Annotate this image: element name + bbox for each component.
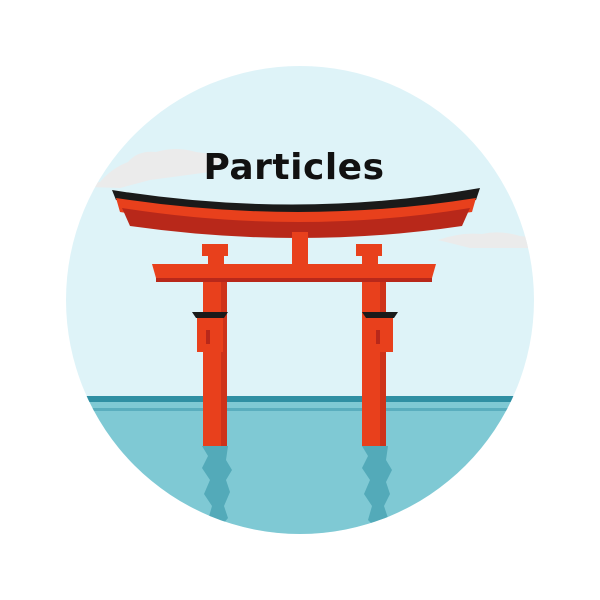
pillar-reflection-left — [202, 446, 232, 530]
aux-post-slot-right — [376, 330, 380, 344]
water — [66, 396, 534, 534]
pillar-cap-right — [356, 244, 382, 256]
aux-post-cap-left — [192, 312, 228, 318]
aux-post-slot-left — [206, 330, 210, 344]
pillar-cap-left — [202, 244, 228, 256]
cloud-left — [66, 149, 226, 188]
pillar-reflection-right — [362, 446, 392, 530]
pillar-right-shade — [380, 282, 386, 446]
water-horizon-band-2 — [66, 408, 534, 411]
nuki — [152, 264, 436, 278]
aux-post-cap-right — [362, 312, 398, 318]
nuki-shadow — [156, 278, 432, 282]
gakuzuka — [292, 232, 308, 266]
kasagi-top — [112, 188, 480, 213]
page-title: Particles — [203, 147, 385, 188]
pillar-left-shade — [221, 282, 227, 446]
torii-gate — [112, 188, 480, 446]
water-horizon-band — [66, 396, 534, 402]
shimaki — [122, 208, 470, 238]
